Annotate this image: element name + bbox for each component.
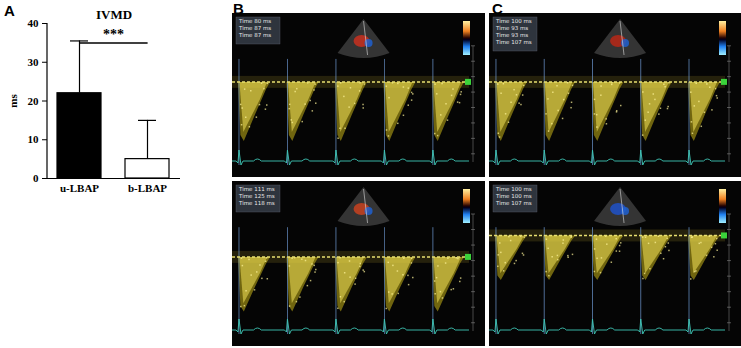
svg-text:Time 107 ms: Time 107 ms [495,39,532,45]
svg-text:Time 107 ms: Time 107 ms [495,200,532,206]
svg-text:Time 100 ms: Time 100 ms [495,18,532,24]
svg-text:u-LBAP: u-LBAP [60,182,99,194]
svg-text:Time 87 ms: Time 87 ms [238,32,271,38]
svg-text:Time 87 ms: Time 87 ms [238,25,271,31]
svg-text:Time 100 ms: Time 100 ms [495,193,532,199]
svg-text:30: 30 [28,56,40,68]
svg-text:40: 40 [28,17,40,29]
svg-text:IVMD: IVMD [96,7,132,22]
svg-text:ms: ms [7,94,19,108]
svg-text:10: 10 [28,133,40,145]
html-text:A: A [4,2,15,19]
svg-text:20: 20 [28,95,40,107]
html-text:B: B [233,0,244,17]
svg-text:0: 0 [33,172,39,184]
svg-text:***: *** [103,27,124,42]
svg-text:Time 118 ms: Time 118 ms [238,200,275,206]
svg-text:Time 125 ms: Time 125 ms [238,193,275,199]
html-text:C: C [492,0,503,17]
svg-text:Time 93 ms: Time 93 ms [495,32,528,38]
svg-text:Time 100 ms: Time 100 ms [495,186,532,192]
svg-text:Time 111 ms: Time 111 ms [238,186,275,192]
svg-text:b-LBAP: b-LBAP [128,182,167,194]
svg-text:Time 80 ms: Time 80 ms [238,18,271,24]
svg-text:Time 93 ms: Time 93 ms [495,25,528,31]
